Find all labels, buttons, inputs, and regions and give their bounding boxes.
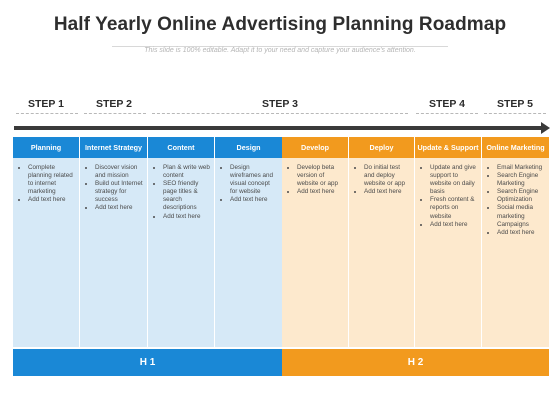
step-2-label: STEP 2 — [96, 98, 132, 110]
column-internet-strategy: Internet Strategy Discover vision and mi… — [80, 137, 148, 347]
column-design: Design Design wireframes and visual conc… — [215, 137, 282, 347]
column-body: Email Marketing Search Engine Marketing … — [482, 158, 549, 347]
list-item: Email Marketing — [497, 164, 545, 172]
half-1-bar: H 1 — [13, 349, 282, 376]
step-4-label: STEP 4 — [429, 98, 465, 110]
column-body: Plan & write web content SEO friendly pa… — [148, 158, 214, 347]
list-item: Do initial test and deploy website or ap… — [364, 164, 410, 188]
list-item: Complete planning related to internet ma… — [28, 164, 75, 196]
step-1-label: STEP 1 — [28, 98, 64, 110]
list-item: Design wireframes and visual concept for… — [230, 164, 278, 196]
timeline-arrow-head — [541, 122, 550, 134]
column-deploy: Deploy Do initial test and deploy websit… — [349, 137, 415, 347]
step-3-line — [152, 113, 408, 114]
step-2-line — [84, 113, 146, 114]
column-header: Deploy — [349, 137, 414, 158]
list-item: Add text here — [364, 188, 410, 196]
list-item: Discover vision and mission — [95, 164, 143, 180]
list-item: Update and give support to website on da… — [430, 164, 477, 196]
column-header: Design — [215, 137, 282, 158]
column-header: Planning — [13, 137, 79, 158]
list-item: Add text here — [297, 188, 344, 196]
column-body: Develop beta version of website or app A… — [282, 158, 348, 347]
step-5-line — [484, 113, 546, 114]
list-item: Search Engine Optimization — [497, 188, 545, 204]
list-item: Fresh content & reports on website — [430, 196, 477, 220]
column-body: Do initial test and deploy website or ap… — [349, 158, 414, 347]
list-item: Add text here — [28, 196, 75, 204]
list-item: Add text here — [497, 229, 545, 237]
list-item: Add text here — [430, 221, 477, 229]
column-planning: Planning Complete planning related to in… — [13, 137, 80, 347]
column-body: Update and give support to website on da… — [415, 158, 481, 347]
column-body: Complete planning related to internet ma… — [13, 158, 79, 347]
column-develop: Develop Develop beta version of website … — [282, 137, 349, 347]
title-divider — [112, 46, 448, 47]
list-item: SEO friendly page titles & search descri… — [163, 180, 210, 212]
list-item: Add text here — [95, 204, 143, 212]
half-2-bar: H 2 — [282, 349, 549, 376]
list-item: Search Engine Marketing — [497, 172, 545, 188]
column-header: Internet Strategy — [80, 137, 147, 158]
page-subtitle: This slide is 100% editable. Adapt it to… — [144, 47, 416, 54]
column-body: Discover vision and mission Build out In… — [80, 158, 147, 347]
column-content: Content Plan & write web content SEO fri… — [148, 137, 215, 347]
column-update-support: Update & Support Update and give support… — [415, 137, 482, 347]
step-5-label: STEP 5 — [497, 98, 533, 110]
list-item: Add text here — [163, 213, 210, 221]
step-4-line — [416, 113, 478, 114]
column-header: Develop — [282, 137, 348, 158]
column-online-marketing: Online Marketing Email Marketing Search … — [482, 137, 549, 347]
timeline-arrow — [14, 126, 542, 130]
list-item: Plan & write web content — [163, 164, 210, 180]
column-header: Update & Support — [415, 137, 481, 158]
step-3-label: STEP 3 — [262, 98, 298, 110]
page-title: Half Yearly Online Advertising Planning … — [53, 14, 507, 35]
step-1-line — [16, 113, 78, 114]
list-item: Social media marketing Campaigns — [497, 204, 545, 228]
column-body: Design wireframes and visual concept for… — [215, 158, 282, 347]
column-header: Content — [148, 137, 214, 158]
list-item: Add text here — [230, 196, 278, 204]
list-item: Build out Internet strategy for success — [95, 180, 143, 204]
column-header: Online Marketing — [482, 137, 549, 158]
list-item: Develop beta version of website or app — [297, 164, 344, 188]
